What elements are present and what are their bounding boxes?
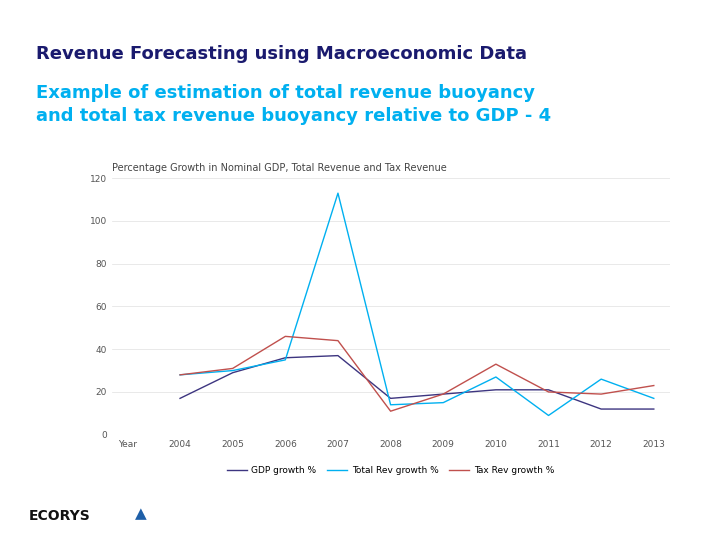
- Text: Percentage Growth in Nominal GDP, Total Revenue and Tax Revenue: Percentage Growth in Nominal GDP, Total …: [112, 163, 446, 173]
- Text: ▲: ▲: [135, 507, 147, 521]
- Text: Example of estimation of total revenue buoyancy
and total tax revenue buoyancy r: Example of estimation of total revenue b…: [36, 84, 551, 125]
- Text: Revenue Forecasting using Macroeconomic Data: Revenue Forecasting using Macroeconomic …: [36, 45, 527, 63]
- Text: ECORYS: ECORYS: [29, 509, 91, 523]
- Legend: GDP growth %, Total Rev growth %, Tax Rev growth %: GDP growth %, Total Rev growth %, Tax Re…: [223, 463, 558, 479]
